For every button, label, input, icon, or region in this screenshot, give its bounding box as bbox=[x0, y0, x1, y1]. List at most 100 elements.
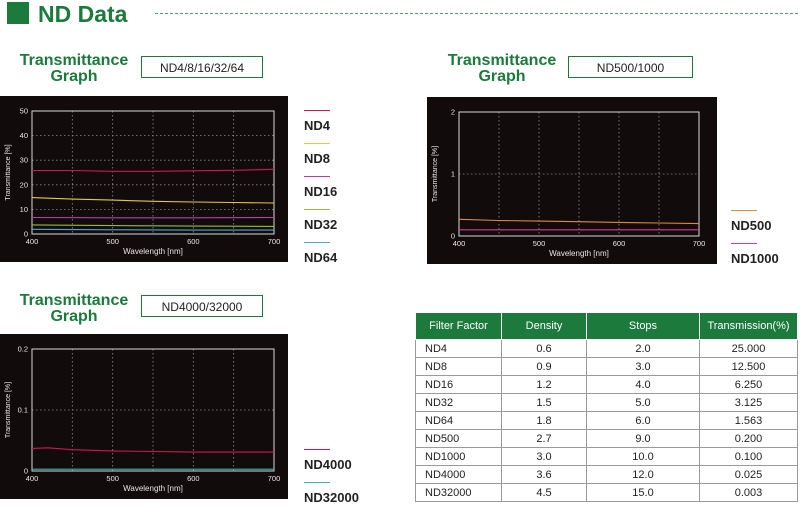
table-cell: ND32000 bbox=[415, 483, 502, 502]
series-line-nd500 bbox=[458, 218, 700, 225]
table-cell: 4.5 bbox=[501, 483, 587, 502]
series-line-nd32 bbox=[31, 224, 275, 227]
table-cell: 3.0 bbox=[501, 447, 587, 466]
x-tick-label: 700 bbox=[268, 474, 281, 483]
x-axis-label: Wavelength [nm] bbox=[123, 484, 183, 493]
column-header: Transmission(%) bbox=[699, 312, 798, 340]
y-tick-label: 50 bbox=[20, 107, 28, 116]
table-cell: 3.6 bbox=[501, 465, 587, 484]
table-cell: 6.250 bbox=[699, 375, 798, 394]
legend-swatch bbox=[304, 176, 330, 177]
table-cell: ND1000 bbox=[415, 447, 502, 466]
legend-swatch bbox=[304, 143, 330, 144]
table-cell: 4.0 bbox=[586, 375, 700, 394]
table-cell: 3.125 bbox=[699, 393, 798, 412]
y-axis-label: Transmittance [%] bbox=[432, 146, 439, 202]
table-row: ND32000 4.5 15.0 0.003 bbox=[415, 483, 798, 502]
graph2-title-line1: Transmittance bbox=[447, 52, 557, 69]
table-cell: 12.500 bbox=[699, 357, 798, 376]
nd-spec-table: Filter Factor Density Stops Transmission… bbox=[415, 312, 798, 502]
legend-label: ND16 bbox=[304, 184, 338, 199]
header-mark bbox=[7, 2, 29, 24]
legend-label: ND32 bbox=[304, 217, 338, 232]
legend-label: ND8 bbox=[304, 151, 331, 166]
table-header-row: Filter Factor Density Stops Transmission… bbox=[415, 312, 798, 340]
legend-swatch bbox=[731, 243, 757, 244]
legend-swatch bbox=[304, 449, 330, 450]
table-cell: 25.000 bbox=[699, 339, 798, 358]
x-tick-label: 500 bbox=[106, 237, 119, 246]
table-cell: 3.0 bbox=[586, 357, 700, 376]
x-tick-label: 700 bbox=[693, 239, 706, 248]
legend-swatch bbox=[304, 110, 330, 111]
table-cell: ND500 bbox=[415, 429, 502, 448]
column-header: Density bbox=[501, 312, 587, 340]
table-cell: ND8 bbox=[415, 357, 502, 376]
table-cell: 15.0 bbox=[586, 483, 700, 502]
legend-swatch bbox=[304, 482, 330, 483]
table-cell: 5.0 bbox=[586, 393, 700, 412]
table-cell: 10.0 bbox=[586, 447, 700, 466]
x-tick-label: 400 bbox=[26, 474, 39, 483]
legend-swatch bbox=[731, 210, 757, 211]
x-axis-label: Wavelength [nm] bbox=[123, 247, 183, 256]
graph1-title: Transmittance Graph bbox=[12, 53, 136, 85]
table-row: ND16 1.2 4.0 6.250 bbox=[415, 375, 798, 394]
table-row: ND64 1.8 6.0 1.563 bbox=[415, 411, 798, 430]
series-line-nd4 bbox=[32, 168, 275, 172]
legend-label: ND32000 bbox=[304, 490, 359, 505]
table-row: ND1000 3.0 10.0 0.100 bbox=[415, 447, 798, 466]
table-cell: 9.0 bbox=[586, 429, 700, 448]
series-line-nd64 bbox=[31, 228, 274, 231]
plot-background bbox=[0, 334, 288, 499]
y-tick-label: 0 bbox=[24, 467, 28, 476]
graph1-title-line2: Graph bbox=[50, 68, 98, 85]
plot-frame bbox=[458, 111, 700, 237]
y-axis-label: Transmittance [%] bbox=[5, 144, 12, 200]
table-cell: 6.0 bbox=[586, 411, 700, 430]
table-cell: 1.5 bbox=[501, 393, 587, 412]
y-tick-label: 30 bbox=[20, 156, 28, 165]
series-line-nd4000 bbox=[31, 447, 274, 453]
table-cell: ND64 bbox=[415, 411, 502, 430]
transmittance-chart-nd4-64: 400 500 600 700 0 10 20 30 40 50 Wavelength [nm] Tr… bbox=[0, 96, 288, 262]
x-tick-label: 500 bbox=[106, 474, 119, 483]
transmittance-chart-nd4000-32000: 400 500 600 700 0 0.1 0.2 Wavelength [nm] Transm… bbox=[0, 334, 288, 499]
x-axis-label: Wavelength [nm] bbox=[549, 249, 609, 258]
table-row: ND4 0.6 2.0 25.000 bbox=[415, 339, 798, 358]
graph1-title-line1: Transmittance bbox=[19, 52, 129, 69]
graph3-title-line1: Transmittance bbox=[19, 292, 129, 309]
column-header: Stops bbox=[586, 312, 700, 340]
x-tick-label: 400 bbox=[26, 237, 39, 246]
y-tick-label: 0 bbox=[451, 232, 455, 241]
legend-label: ND4000 bbox=[304, 457, 352, 472]
page-title: ND Data bbox=[38, 1, 128, 27]
table-cell: 0.025 bbox=[699, 465, 798, 484]
table-cell: ND4 bbox=[415, 339, 502, 358]
series-line-nd8 bbox=[31, 197, 275, 204]
table-cell: 1.8 bbox=[501, 411, 587, 430]
table-cell: 1.2 bbox=[501, 375, 587, 394]
graph3-subtitle: ND4000/32000 bbox=[141, 295, 263, 317]
transmittance-chart-nd500-1000: 400 500 600 700 0 1 2 Wavelength [nm] Transmitta… bbox=[427, 97, 717, 264]
y-axis-label: Transmittance [%] bbox=[5, 382, 12, 438]
table-cell: 0.200 bbox=[699, 429, 798, 448]
table-row: ND8 0.9 3.0 12.500 bbox=[415, 357, 798, 376]
table-cell: 2.0 bbox=[586, 339, 700, 358]
y-tick-label: 20 bbox=[20, 180, 28, 189]
plot-background bbox=[0, 96, 288, 262]
header-divider bbox=[155, 13, 798, 14]
table-cell: ND16 bbox=[415, 375, 502, 394]
graph3-title-line2: Graph bbox=[50, 308, 98, 325]
table-cell: 0.003 bbox=[699, 483, 798, 502]
table-cell: 0.6 bbox=[501, 339, 587, 358]
table-cell: 0.100 bbox=[699, 447, 798, 466]
x-tick-label: 600 bbox=[187, 474, 200, 483]
legend-swatch bbox=[304, 242, 330, 243]
y-tick-label: 0.1 bbox=[18, 406, 28, 415]
table-cell: ND4000 bbox=[415, 465, 502, 484]
table-row: ND4000 3.6 12.0 0.025 bbox=[415, 465, 798, 484]
graph1-subtitle: ND4/8/16/32/64 bbox=[141, 56, 263, 78]
plot-frame bbox=[31, 348, 275, 472]
x-tick-label: 400 bbox=[453, 239, 466, 248]
